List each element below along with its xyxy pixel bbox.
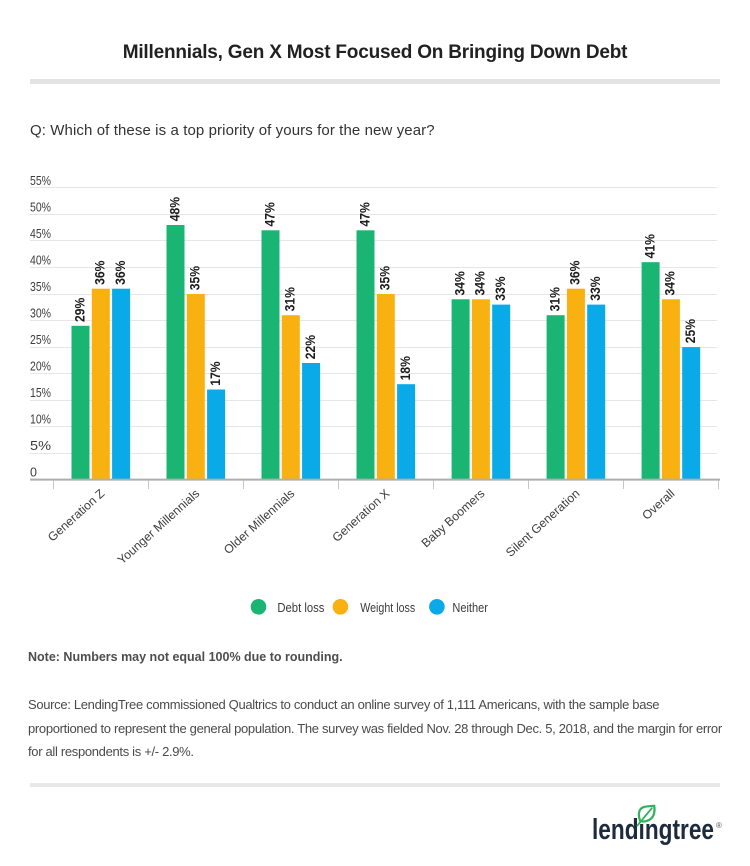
svg-text:20%: 20% (30, 360, 51, 374)
svg-text:33%: 33% (588, 277, 603, 301)
svg-text:Overall: Overall (639, 486, 677, 522)
svg-text:17%: 17% (208, 361, 223, 385)
svg-text:35%: 35% (30, 280, 51, 294)
svg-text:36%: 36% (93, 261, 108, 285)
svg-text:48%: 48% (167, 197, 182, 221)
svg-text:Generation X: Generation X (330, 486, 393, 544)
svg-text:30%: 30% (30, 307, 51, 321)
svg-text:34%: 34% (663, 271, 678, 295)
svg-text:15%: 15% (30, 386, 51, 400)
svg-text:Baby Boomers: Baby Boomers (419, 486, 488, 550)
svg-text:45%: 45% (30, 227, 51, 241)
svg-text:Older Millennials: Older Millennials (221, 486, 297, 557)
svg-text:34%: 34% (473, 271, 488, 295)
svg-text:22%: 22% (303, 335, 318, 359)
svg-text:®: ® (716, 821, 722, 830)
svg-text:10%: 10% (30, 413, 51, 427)
svg-text:Generation Z: Generation Z (45, 486, 108, 544)
svg-text:Neither: Neither (452, 601, 488, 615)
svg-text:47%: 47% (262, 202, 277, 226)
svg-text:35%: 35% (188, 266, 203, 290)
svg-text:34%: 34% (452, 271, 467, 295)
svg-text:41%: 41% (642, 234, 657, 258)
svg-text:0: 0 (30, 466, 37, 480)
svg-text:lendıngtree: lendıngtree (592, 814, 714, 846)
svg-text:35%: 35% (378, 266, 393, 290)
svg-text:Weight loss: Weight loss (360, 601, 415, 615)
svg-text:31%: 31% (547, 287, 562, 311)
svg-text:25%: 25% (683, 319, 698, 343)
svg-text:29%: 29% (72, 298, 87, 322)
svg-text:40%: 40% (30, 254, 51, 268)
svg-text:Debt loss: Debt loss (277, 601, 324, 615)
svg-text:33%: 33% (493, 277, 508, 301)
svg-text:5%: 5% (30, 439, 51, 453)
svg-text:25%: 25% (30, 333, 51, 347)
svg-text:36%: 36% (568, 261, 583, 285)
svg-text:Silent Generation: Silent Generation (503, 486, 582, 559)
svg-text:47%: 47% (357, 202, 372, 226)
svg-text:50%: 50% (30, 200, 51, 214)
svg-text:Younger Millennials: Younger Millennials (115, 486, 203, 567)
svg-text:31%: 31% (283, 287, 298, 311)
svg-text:55%: 55% (30, 174, 51, 188)
svg-text:36%: 36% (113, 261, 128, 285)
svg-text:18%: 18% (398, 356, 413, 380)
